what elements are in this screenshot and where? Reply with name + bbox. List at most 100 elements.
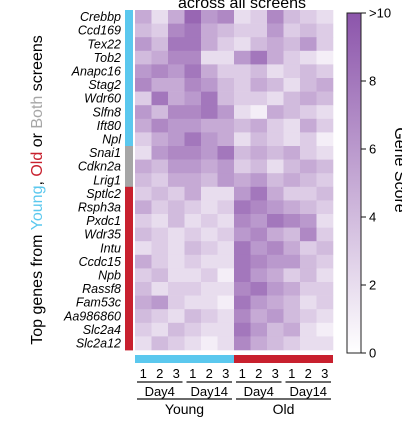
heatmap-cell [267, 78, 284, 92]
heatmap-cell [234, 159, 251, 174]
heatmap-cell [234, 214, 251, 228]
heatmap-cell [283, 254, 301, 269]
heatmap-cell [201, 10, 218, 24]
heatmap-cell [168, 118, 185, 133]
heatmap-cell [234, 186, 251, 201]
heatmap-cell [283, 132, 301, 147]
group-label: Young [165, 401, 204, 417]
heatmap-cell [316, 50, 334, 65]
gene-label: Wdr60 [84, 92, 121, 106]
gene-label: Ift80 [97, 119, 121, 133]
heatmap-cell [316, 268, 334, 283]
heatmap-cell [316, 173, 334, 188]
heatmap-cell [168, 159, 185, 174]
heatmap-cell [201, 173, 218, 188]
heatmap-cell [250, 186, 268, 201]
heatmap-cell [250, 146, 268, 160]
replicate-label: 1 [288, 366, 295, 381]
heatmap-cell [168, 322, 185, 337]
heatmap-cell [184, 241, 202, 256]
y-label-suffix: screens [29, 35, 46, 95]
colorbar: 0 2 4 6 8 >10 [346, 6, 391, 361]
heatmap-cell [267, 309, 284, 324]
heatmap-cell [267, 322, 284, 337]
gene-label: Wdr35 [84, 228, 121, 242]
y-label-both: Both [29, 96, 46, 129]
heatmap-cell [217, 254, 235, 269]
row-group-bar [125, 268, 133, 283]
replicate-label: 1 [140, 366, 147, 381]
day-label: Day4 [145, 384, 175, 399]
heatmap-cell [250, 282, 268, 296]
row-group-bar [125, 37, 133, 52]
heatmap-cell [283, 200, 301, 215]
heatmap-cell [300, 227, 317, 242]
heatmap-cell [250, 78, 268, 92]
heatmap-cell [316, 295, 334, 310]
heatmap-cell [135, 186, 152, 201]
heatmap-cell [135, 91, 152, 106]
heatmap-cell [234, 200, 251, 215]
heatmap-cell [316, 336, 334, 351]
heatmap-cell [151, 132, 169, 147]
y-label-sep2: or [29, 129, 46, 152]
row-group-bar [125, 23, 133, 38]
heatmap-cell [267, 227, 284, 242]
heatmap-cell [135, 159, 152, 174]
heatmap-cell [184, 282, 202, 296]
heatmap-cell [267, 295, 284, 310]
heatmap-cell [283, 214, 301, 228]
heatmap-cell [267, 214, 284, 228]
heatmap-cell [201, 50, 218, 65]
heatmap-cell [316, 105, 334, 120]
heatmap-cell [168, 50, 185, 65]
gene-label: Crebbp [80, 10, 121, 24]
heatmap-cell [168, 78, 185, 92]
heatmap-cell [300, 37, 317, 52]
heatmap-cell [250, 118, 268, 133]
heatmap-cell [300, 118, 317, 133]
heatmap-cell [234, 78, 251, 92]
gene-label: Intu [100, 241, 121, 255]
heatmap-cell [217, 23, 235, 38]
heatmap-cell [250, 268, 268, 283]
heatmap-cell [217, 241, 235, 256]
heatmap-cell [184, 173, 202, 188]
heatmap-cell [234, 322, 251, 337]
colorbar-tick-label: 2 [369, 278, 376, 293]
replicate-label: 3 [272, 366, 279, 381]
heatmap-cell [250, 132, 268, 147]
heatmap-cell [184, 322, 202, 337]
heatmap-cell [217, 282, 235, 296]
heatmap-cell [135, 173, 152, 188]
heatmap-cell [234, 309, 251, 324]
gene-label: Anapc16 [71, 65, 121, 79]
heatmap-cell [267, 23, 284, 38]
heatmap-cell [234, 37, 251, 52]
heatmap-cell [151, 146, 169, 160]
gene-labels: CrebbpCcd169Tex22Tob2Anapc16Stag2Wdr60Sl… [63, 10, 122, 350]
day-label: Day14 [190, 384, 228, 399]
heatmap-cell [250, 336, 268, 351]
colorbar-tick-label: 0 [369, 346, 376, 361]
heatmap-cell [234, 23, 251, 38]
heatmap-cell [316, 282, 334, 296]
heatmap-cell [234, 146, 251, 160]
heatmap-cell [217, 295, 235, 310]
heatmap-cell [201, 268, 218, 283]
heatmap-cell [217, 132, 235, 147]
heatmap-cell [151, 37, 169, 52]
colorbar-title: Gene Score [391, 127, 402, 212]
heatmap-cell [267, 146, 284, 160]
heatmap-cell [250, 173, 268, 188]
heatmap-cell [283, 146, 301, 160]
heatmap-cell [151, 336, 169, 351]
heatmap-cell [250, 322, 268, 337]
heatmap-cell [151, 186, 169, 201]
gene-label: Fam53c [76, 296, 122, 310]
column-group-bars [135, 355, 333, 363]
row-group-bar [125, 78, 133, 92]
heatmap-cell [283, 336, 301, 351]
group-label: Old [273, 401, 295, 417]
gene-label: Slc2a12 [76, 337, 121, 351]
